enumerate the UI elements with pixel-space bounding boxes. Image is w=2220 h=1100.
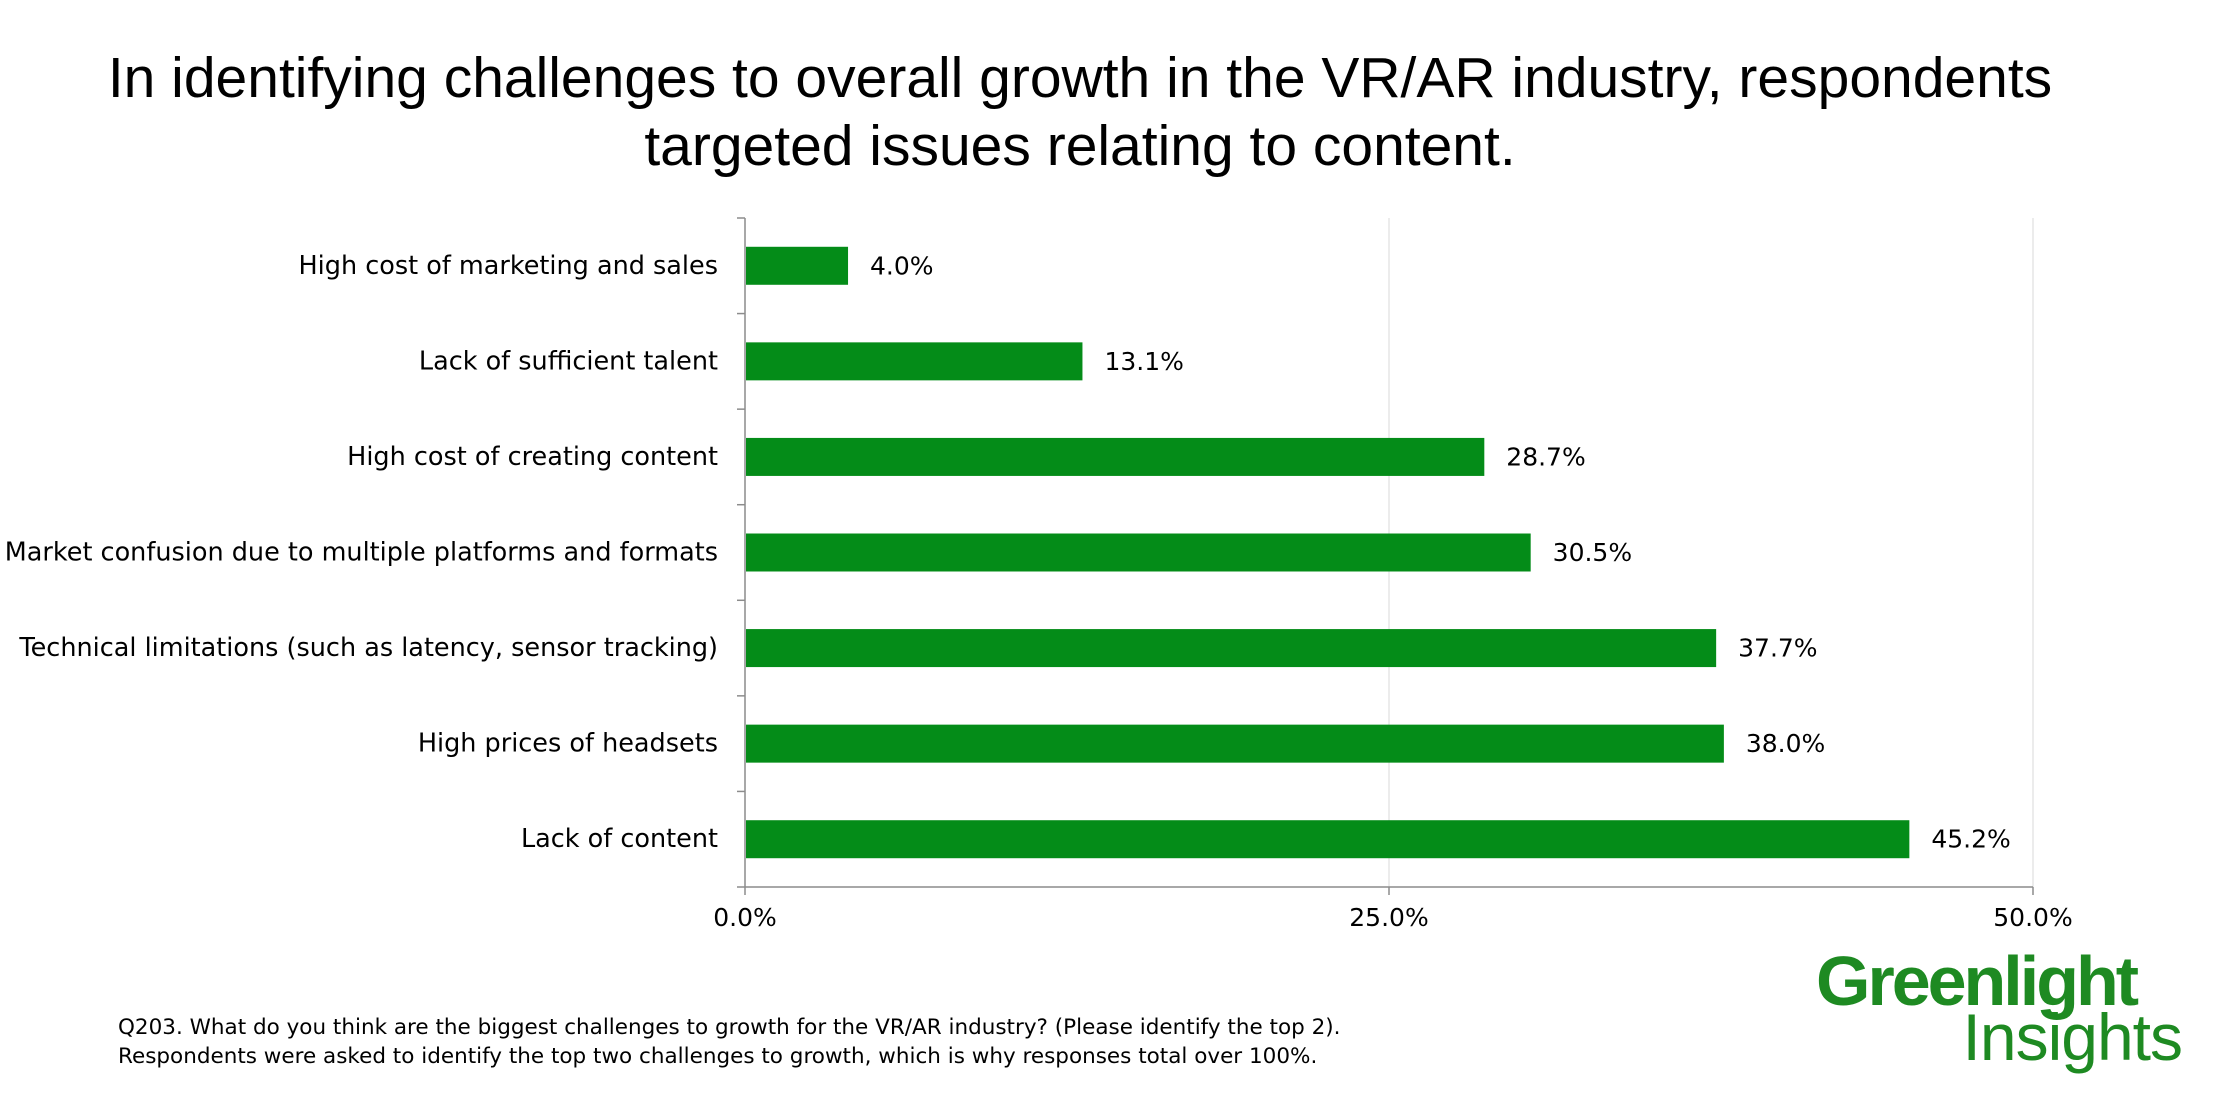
- category-label: Lack of content: [521, 824, 718, 854]
- data-label: 30.5%: [1553, 538, 1632, 567]
- x-tick-label: 0.0%: [713, 903, 777, 932]
- value-labels: 4.0% 13.1% 28.7% 30.5% 37.7% 38.0% 45.2%: [870, 251, 2011, 853]
- bar: [746, 724, 1724, 763]
- bar: [746, 246, 849, 285]
- logo-word-insights: Insights: [1962, 1000, 2183, 1074]
- x-tick-label: 50.0%: [1993, 903, 2072, 932]
- data-label: 37.7%: [1738, 634, 1817, 663]
- footnote-line-1: Q203. What do you think are the biggest …: [118, 1015, 1341, 1040]
- category-label: Lack of sufficient talent: [419, 346, 718, 376]
- bar: [746, 533, 1531, 572]
- x-tick-label: 25.0%: [1349, 903, 1428, 932]
- category-labels: High cost of marketing and sales Lack of …: [5, 251, 718, 854]
- data-label: 4.0%: [870, 251, 934, 280]
- greenlight-insights-logo: Greenlight Insights: [1816, 946, 2196, 1072]
- bar: [746, 342, 1083, 381]
- bars: [746, 246, 1910, 859]
- tick-labels: 0.0% 25.0% 50.0%: [713, 903, 2072, 932]
- title-line-1: In identifying challenges to overall gro…: [107, 46, 2053, 110]
- category-label: Market confusion due to multiple platfor…: [5, 538, 718, 568]
- data-label: 28.7%: [1506, 442, 1585, 471]
- category-label: High cost of marketing and sales: [299, 251, 719, 281]
- category-label: High prices of headsets: [418, 729, 718, 759]
- footnote: Q203. What do you think are the biggest …: [118, 1013, 1341, 1071]
- data-label: 45.2%: [1931, 825, 2010, 854]
- slide-title: In identifying challenges to overall gro…: [0, 44, 2160, 180]
- bar-chart: High cost of marketing and sales Lack of …: [5, 217, 2073, 932]
- logo-word-greenlight: Greenlight: [1816, 942, 2139, 1020]
- bar: [746, 820, 1910, 859]
- data-label: 38.0%: [1746, 729, 1825, 758]
- footnote-line-2: Respondents were asked to identify the t…: [118, 1044, 1318, 1069]
- category-label: Technical limitations (such as latency, …: [18, 633, 718, 663]
- axes: [737, 217, 2034, 895]
- data-label: 13.1%: [1104, 347, 1183, 376]
- bar: [746, 437, 1485, 476]
- category-label: High cost of creating content: [347, 442, 718, 472]
- title-line-2: targeted issues relating to content.: [644, 114, 1516, 178]
- bar: [746, 629, 1717, 668]
